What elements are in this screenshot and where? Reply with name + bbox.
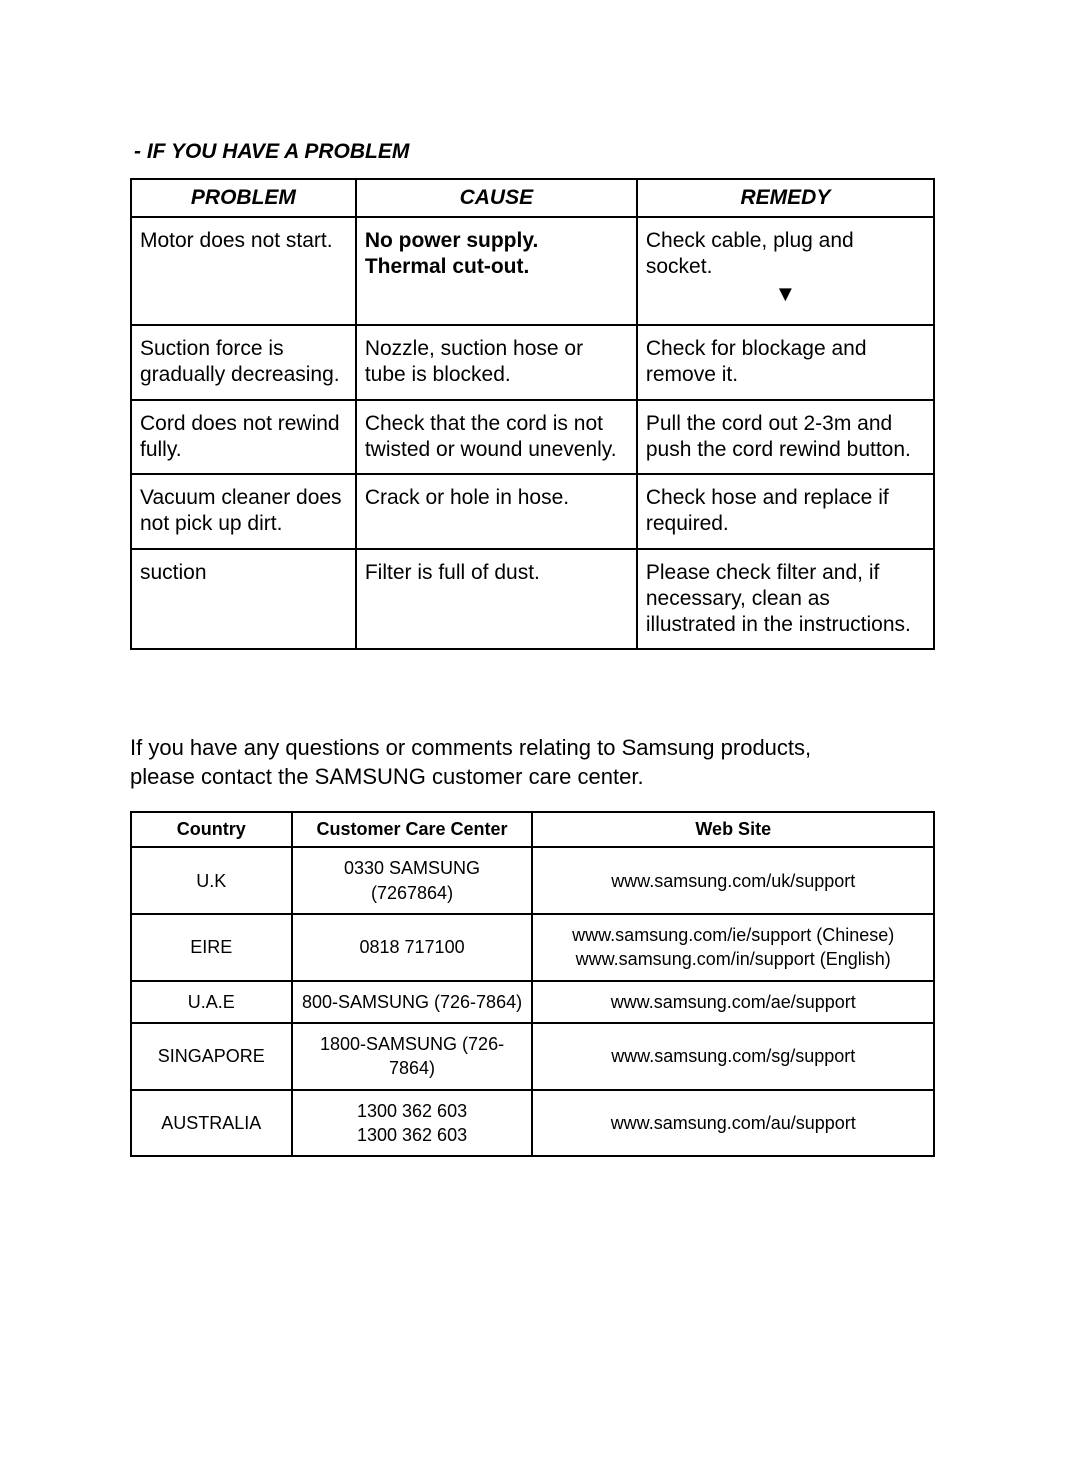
table-row: U.K 0330 SAMSUNG (7267864) www.samsung.c…	[131, 847, 934, 914]
problem-cell: Suction force is gradually decreasing.	[131, 325, 356, 400]
center-cell: 800-SAMSUNG (726-7864)	[292, 981, 533, 1023]
contact-text: If you have any questions or comments re…	[130, 734, 935, 791]
problem-cell: suction	[131, 549, 356, 650]
remedy-cell: Check for blockage and remove it.	[637, 325, 934, 400]
cause-cell: Nozzle, suction hose or tube is blocked.	[356, 325, 637, 400]
problems-table: PROBLEM CAUSE REMEDY Motor does not star…	[130, 178, 935, 650]
remedy-cell: Pull the cord out 2-3m and push the cord…	[637, 400, 934, 475]
remedy-text: Check cable, plug and socket.	[646, 229, 854, 278]
down-arrow-icon: ▼	[646, 283, 925, 305]
country-cell: U.A.E	[131, 981, 292, 1023]
table-row: EIRE 0818 717100 www.samsung.com/ie/supp…	[131, 914, 934, 981]
web-cell: www.samsung.com/sg/support	[532, 1023, 934, 1090]
section-title: - IF YOU HAVE A PROBLEM	[134, 140, 935, 164]
web-cell: www.samsung.com/au/support	[532, 1090, 934, 1157]
problem-cell: Cord does not rewind fully.	[131, 400, 356, 475]
center-cell: 0330 SAMSUNG (7267864)	[292, 847, 533, 914]
countries-header-web: Web Site	[532, 812, 934, 847]
web-cell: www.samsung.com/ae/support	[532, 981, 934, 1023]
problems-header-cause: CAUSE	[356, 179, 637, 217]
remedy-cell: Check cable, plug and socket. ▼	[637, 217, 934, 325]
center-cell: 1300 362 6031300 362 603	[292, 1090, 533, 1157]
table-row: Vacuum cleaner does not pick up dirt. Cr…	[131, 474, 934, 549]
table-row: Motor does not start. No power supply.Th…	[131, 217, 934, 325]
table-row: suction Filter is full of dust. Please c…	[131, 549, 934, 650]
country-cell: U.K	[131, 847, 292, 914]
countries-table: Country Customer Care Center Web Site U.…	[130, 811, 935, 1157]
countries-header-center: Customer Care Center	[292, 812, 533, 847]
table-row: Cord does not rewind fully. Check that t…	[131, 400, 934, 475]
remedy-cell: Check hose and replace if required.	[637, 474, 934, 549]
problem-cell: Motor does not start.	[131, 217, 356, 325]
country-cell: SINGAPORE	[131, 1023, 292, 1090]
cause-cell: Check that the cord is not twisted or wo…	[356, 400, 637, 475]
cause-cell: Filter is full of dust.	[356, 549, 637, 650]
web-cell: www.samsung.com/uk/support	[532, 847, 934, 914]
problems-header-problem: PROBLEM	[131, 179, 356, 217]
center-cell: 0818 717100	[292, 914, 533, 981]
country-cell: AUSTRALIA	[131, 1090, 292, 1157]
table-row: U.A.E 800-SAMSUNG (726-7864) www.samsung…	[131, 981, 934, 1023]
table-row: AUSTRALIA 1300 362 6031300 362 603 www.s…	[131, 1090, 934, 1157]
center-cell: 1800-SAMSUNG (726-7864)	[292, 1023, 533, 1090]
table-row: SINGAPORE 1800-SAMSUNG (726-7864) www.sa…	[131, 1023, 934, 1090]
problem-cell: Vacuum cleaner does not pick up dirt.	[131, 474, 356, 549]
table-row: Suction force is gradually decreasing. N…	[131, 325, 934, 400]
countries-header-country: Country	[131, 812, 292, 847]
country-cell: EIRE	[131, 914, 292, 981]
remedy-cell: Please check filter and, if necessary, c…	[637, 549, 934, 650]
cause-cell: Crack or hole in hose.	[356, 474, 637, 549]
cause-cell: No power supply.Thermal cut-out.	[356, 217, 637, 325]
problems-header-remedy: REMEDY	[637, 179, 934, 217]
web-cell: www.samsung.com/ie/support (Chinese)www.…	[532, 914, 934, 981]
